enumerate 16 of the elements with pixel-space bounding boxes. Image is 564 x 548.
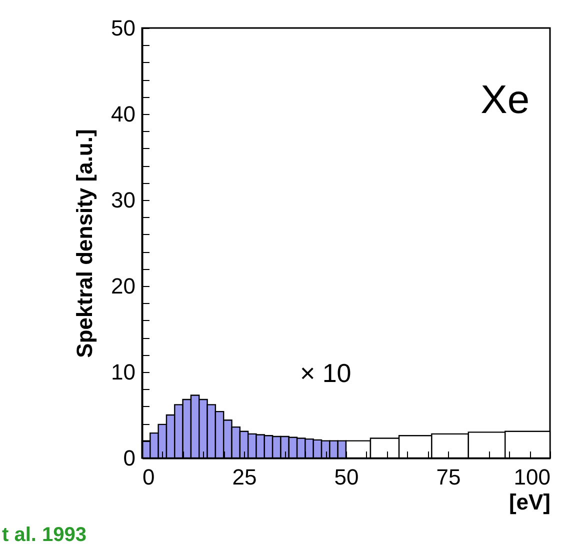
- y-tick-label: 30: [111, 188, 136, 212]
- y-tick-label: 20: [111, 274, 136, 298]
- text: t al. 1993: [2, 524, 87, 547]
- y-tick-label: 10: [111, 360, 136, 384]
- annotation: Xe: [480, 78, 530, 122]
- x-tick-label: 100: [514, 464, 550, 490]
- y-tick-label: 40: [111, 102, 136, 126]
- y-axis-title: Spektral density [a.u.]: [72, 129, 98, 358]
- y-tick-label: 50: [111, 16, 136, 40]
- x-tick-label: 0: [142, 464, 155, 490]
- annotation: × 10: [300, 358, 352, 388]
- x-tick-label: 75: [436, 464, 461, 490]
- x-axis-title: [eV]: [508, 490, 550, 514]
- x-tick-label: 50: [334, 464, 359, 490]
- y-tick-label: 0: [123, 446, 136, 470]
- x-tick-label: 25: [232, 464, 257, 490]
